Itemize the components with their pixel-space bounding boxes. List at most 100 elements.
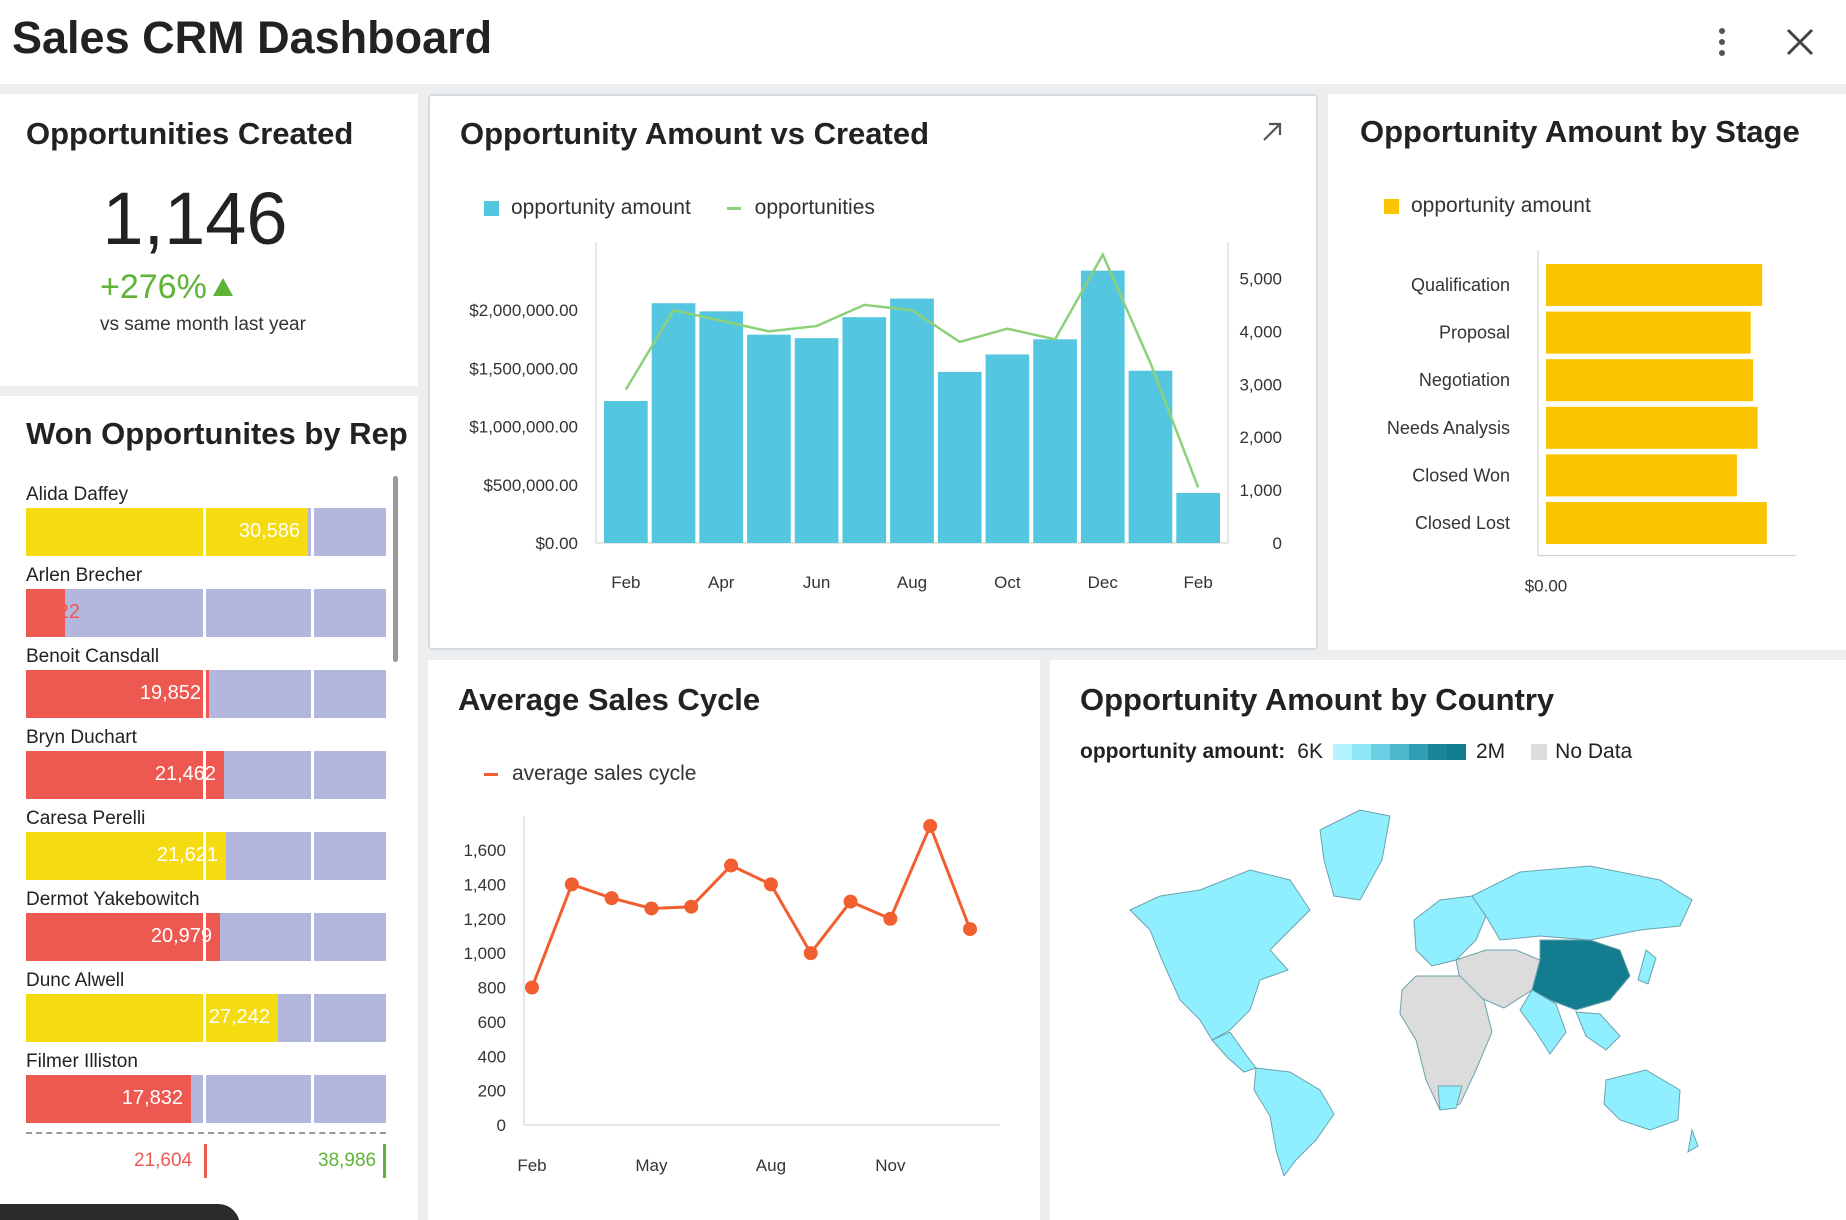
map-legend-min: 6K [1297,740,1323,763]
cycle-y-tick-label: 1,200 [463,910,506,929]
rep-bar[interactable]: 4,222 [26,589,386,637]
rep-name: Bryn Duchart [26,727,137,748]
expand-button[interactable] [1248,108,1296,156]
rep-bar-fill [26,508,308,556]
rep-bar-value: 17,832 [121,1087,183,1109]
amount-bar [842,317,887,543]
cycle-y-tick-label: 1,000 [463,944,506,963]
amount-bar [1128,370,1173,543]
close-button[interactable] [1772,14,1828,70]
map-country-central-america [1211,1031,1257,1073]
sales-cycle-point [564,877,579,892]
sales-cycle-panel[interactable]: Average Sales Cycle average sales cycle … [428,660,1040,1220]
rep-footer-high: 38,986 [318,1150,377,1171]
map-country-russia [1471,865,1693,941]
expand-arrow-icon [1263,122,1282,141]
y-left-tick-label: $2,000,000.00 [469,301,578,320]
stage-bar [1546,311,1751,354]
y-left-tick-label: $0.00 [535,534,578,553]
amount-bar [1033,339,1077,543]
y-right-tick-label: 5,000 [1239,269,1282,288]
sales-cycle-point [724,858,739,873]
amount-bar [890,298,934,543]
amount-by-stage-title: Opportunity Amount by Stage [1360,114,1800,149]
rep-bar-fill [26,994,278,1042]
sales-cycle-point [644,901,659,916]
amount-by-stage-panel[interactable]: Opportunity Amount by Stage opportunity … [1328,94,1846,650]
amount-bar [651,303,696,543]
sales-cycle-point [803,946,818,961]
sales-cycle-line [530,821,972,989]
kpi-title: Opportunities Created [26,116,354,151]
cycle-y-tick-label: 800 [478,979,506,998]
map-country-europe [1413,895,1487,967]
map-legend-max: 2M [1475,740,1506,763]
opportunities-line [624,251,1200,488]
won-by-rep-title: Won Opportunites by Rep [26,416,408,451]
amount-by-stage-legend: opportunity amount [1384,194,1591,218]
rep-name: Benoit Cansdall [26,646,160,667]
rep-bar-divider [311,832,314,880]
rep-bar-fill [26,589,65,637]
rep-bar[interactable]: 19,852 [26,670,386,718]
rep-bar-fill [26,670,209,718]
rep-bar-divider [203,589,206,637]
rep-list[interactable]: Alida Daffey 30,586 Arlen Brecher 4,222 Beno… [0,472,420,1132]
y-left-tick-label: $500,000.00 [483,476,578,495]
kpi-value: 1,146 [102,177,288,260]
rep-bar[interactable]: 17,832 [26,1075,386,1123]
rep-bar-divider [203,913,206,961]
cycle-x-tick-label: May [635,1156,668,1175]
legend-label-count: opportunities [754,196,875,219]
rep-bar-divider [311,994,314,1042]
amount-bar [794,338,839,543]
rep-name: Dermot Yakebowitch [26,889,200,910]
amount-by-stage-chart: Qualification Proposal Negotiation Needs An… [1387,250,1796,596]
stage-bar [1546,502,1767,544]
map-legend-nodata: No Data [1555,740,1633,763]
rep-bar[interactable]: 21,462 [26,751,386,799]
y-right-tick-label: 2,000 [1239,428,1282,447]
rep-bar[interactable]: 21,621 [26,832,386,880]
map-country-china [1531,939,1631,1011]
stage-bar [1546,406,1758,449]
sales-cycle-point [763,877,778,892]
amount-bar [604,400,648,543]
y-right-tick-label: 1,000 [1239,481,1282,500]
kpi-panel[interactable]: Opportunities Created 1,146 +276% vs sam… [0,94,418,386]
map-country-southeast-asia [1575,1011,1621,1051]
amount-vs-created-panel[interactable]: Opportunity Amount vs Created opportunit… [428,94,1318,650]
x-tick-label: Aug [897,573,927,592]
cycle-x-tick-label: Nov [875,1156,906,1175]
dashboard-title: Sales CRM Dashboard [12,12,493,63]
sales-cycle-chart: 0 200 400 600 800 1,000 1,200 1,400 1,600 Feb May A… [463,816,1000,1175]
x-tick-label: Dec [1088,573,1119,592]
y-left-tick-label: $1,500,000.00 [469,359,578,378]
map-legend-gradient [1332,744,1466,760]
rep-bar[interactable]: 27,242 [26,994,386,1042]
more-options-button[interactable] [1694,14,1750,70]
legend-swatch-stage-amount [1384,198,1399,214]
rep-bar-divider [311,508,314,556]
rep-bar[interactable]: 30,586 [26,508,386,556]
rep-bar-divider [203,1075,206,1123]
x-tick-label: Feb [611,573,640,592]
rep-bar-fill [26,751,224,799]
rep-name: Caresa Perelli [26,808,146,829]
amount-bar [747,334,791,543]
sales-cycle-point [604,891,619,906]
world-map[interactable] [1120,800,1700,1176]
rep-name: Filmer Illiston [26,1051,138,1072]
stage-x-tick-label: $0.00 [1525,577,1568,596]
stage-category-label: Needs Analysis [1387,418,1510,438]
rep-bar-value: 20,979 [150,925,212,947]
stage-bar [1546,359,1753,402]
rep-bar-divider [311,751,314,799]
cycle-y-tick-label: 1,400 [463,875,506,894]
rep-bar[interactable]: 20,979 [26,913,386,961]
y-right-tick-label: 3,000 [1239,375,1282,394]
sales-cycle-title: Average Sales Cycle [458,682,761,717]
cycle-y-tick-label: 400 [478,1047,506,1066]
rep-name: Alida Daffey [26,484,129,505]
rep-list-scrollbar[interactable] [393,476,398,662]
